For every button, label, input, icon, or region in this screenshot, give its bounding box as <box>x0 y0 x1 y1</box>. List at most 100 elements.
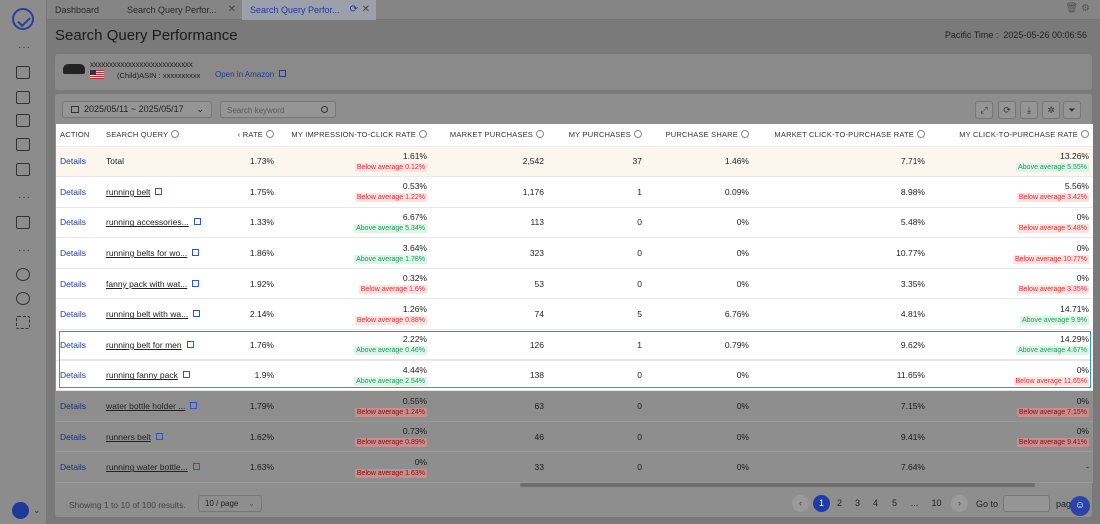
desktop-icon[interactable] <box>16 163 30 176</box>
external-link-icon[interactable] <box>182 371 190 379</box>
cell-market-ctp: 9.41% <box>753 421 929 453</box>
details-link[interactable]: Details <box>60 156 86 167</box>
settings-icon[interactable]: ⚙ <box>1081 3 1090 14</box>
details-link[interactable]: Details <box>60 370 86 381</box>
tab-search-query-2[interactable]: Search Query Perfor... ⟳ ✕ <box>242 0 376 20</box>
details-link[interactable]: Details <box>60 186 86 197</box>
download-button[interactable]: ⤓ <box>1020 101 1038 119</box>
page-5-button[interactable]: 5 <box>886 495 903 512</box>
monitor-chart-icon[interactable] <box>16 91 30 104</box>
help-icon[interactable] <box>419 130 427 139</box>
ctp-badge: Above average 4.67% <box>1016 346 1089 356</box>
goto-page-input[interactable] <box>1003 495 1050 512</box>
details-link[interactable]: Details <box>60 401 86 412</box>
close-icon[interactable]: ✕ <box>361 4 370 15</box>
search-query-link[interactable]: running fanny pack <box>106 370 178 381</box>
page-4-button[interactable]: 4 <box>867 495 884 512</box>
horizontal-scrollbar[interactable] <box>520 483 1035 487</box>
page-ellipsis[interactable]: ... <box>906 495 923 512</box>
help-icon[interactable] <box>536 130 544 139</box>
close-icon[interactable]: ✕ <box>227 4 236 15</box>
help-icon[interactable] <box>917 130 925 139</box>
external-link-icon[interactable] <box>155 187 163 195</box>
col-rate[interactable]: ‹ Rate <box>214 124 278 147</box>
refresh-button[interactable]: ⟳ <box>998 101 1016 119</box>
details-link[interactable]: Details <box>60 339 86 350</box>
page-10-button[interactable]: 10 <box>928 495 945 512</box>
details-link[interactable]: Details <box>60 462 86 473</box>
filter-button[interactable]: ⏷ <box>1063 101 1081 119</box>
search-input[interactable] <box>227 104 317 116</box>
external-link-icon[interactable] <box>192 249 200 257</box>
details-link[interactable]: Details <box>60 309 86 320</box>
help-icon[interactable] <box>634 130 642 139</box>
col-my-purchases[interactable]: My Purchases <box>548 124 646 147</box>
page-size-select[interactable]: 10 / page ⌄ <box>198 495 262 512</box>
refresh-icon[interactable]: ⟳ <box>349 4 358 15</box>
col-my-impression-to-click[interactable]: My Impression-to-Click Rate <box>278 124 431 147</box>
cell-market-purchases: 113 <box>431 207 548 239</box>
home-icon[interactable] <box>16 66 30 79</box>
col-search-query[interactable]: Search Query <box>102 124 214 147</box>
details-link[interactable]: Details <box>60 217 86 228</box>
details-link[interactable]: Details <box>60 431 86 442</box>
col-my-click-to-purchase[interactable]: My Click-to-Purchase Rate <box>929 124 1093 147</box>
search-query-link[interactable]: fanny pack with wat... <box>106 278 188 289</box>
search-query-link[interactable]: runners belt <box>106 431 151 442</box>
page-1-button[interactable]: 1 <box>813 495 830 512</box>
search-query-link[interactable]: running belt for men <box>106 339 182 350</box>
search-query-link[interactable]: water bottle holder ... <box>106 401 186 412</box>
header-label: My Click-to-Purchase Rate <box>959 130 1078 140</box>
col-purchase-share[interactable]: Purchase Share <box>646 124 753 147</box>
search-query-link[interactable]: running belts for wo... <box>106 248 188 259</box>
details-link[interactable]: Details <box>60 278 86 289</box>
open-in-amazon-link[interactable]: Open in Amazon <box>215 70 287 79</box>
help-chat-button[interactable]: ☺ <box>1070 496 1090 516</box>
external-link-icon[interactable] <box>190 402 198 410</box>
date-range-picker[interactable]: 2025/05/11 ~ 2025/05/17 ⌄ <box>62 101 212 118</box>
more-dots-icon[interactable]: ··· <box>18 42 31 53</box>
cell-query: running belt for men <box>102 329 214 361</box>
box-icon[interactable] <box>16 216 30 229</box>
external-link-icon[interactable] <box>192 463 200 471</box>
col-market-click-to-purchase[interactable]: Market Click-to-Purchase Rate <box>753 124 929 147</box>
external-link-icon[interactable] <box>192 279 200 287</box>
external-link-icon[interactable] <box>155 432 163 440</box>
cell-my-purchases: 0 <box>548 268 646 300</box>
search-query-link[interactable]: running water bottle... <box>106 462 188 473</box>
page-2-button[interactable]: 2 <box>831 495 848 512</box>
fullscreen-button[interactable]: ⤢ <box>975 101 993 119</box>
tab-search-query-1[interactable]: Search Query Perfor... ✕ <box>119 0 242 20</box>
search-query-link[interactable]: running belt with wa... <box>106 309 189 320</box>
app-logo-icon[interactable] <box>12 8 34 30</box>
trash-icon[interactable]: 🗑 <box>1065 3 1079 14</box>
next-page-button[interactable]: › <box>951 495 968 512</box>
more-dots-icon[interactable]: ··· <box>18 245 31 256</box>
inbox-icon[interactable] <box>16 114 30 127</box>
package-icon[interactable] <box>16 138 30 151</box>
search-query-link[interactable]: running belt <box>106 186 151 197</box>
search-query-link[interactable]: running accessories... <box>106 217 189 228</box>
col-action: Action <box>56 124 102 147</box>
external-link-icon[interactable] <box>186 340 194 348</box>
col-market-purchases[interactable]: Market Purchases <box>431 124 548 147</box>
page-3-button[interactable]: 3 <box>849 495 866 512</box>
external-link-icon[interactable] <box>193 310 201 318</box>
tab-dashboard[interactable]: Dashboard <box>47 0 119 20</box>
apps-grid-icon[interactable] <box>16 316 30 329</box>
details-link[interactable]: Details <box>60 248 86 259</box>
user-avatar[interactable] <box>12 502 29 519</box>
help-icon[interactable] <box>1081 130 1089 139</box>
prev-page-button[interactable]: ‹ <box>792 495 809 512</box>
help-icon[interactable] <box>741 130 749 139</box>
column-settings-button[interactable]: ✲ <box>1042 101 1060 119</box>
more-dots-icon[interactable]: ··· <box>18 192 31 203</box>
external-link-icon[interactable] <box>193 218 201 226</box>
help-icon[interactable] <box>266 130 274 139</box>
page-size-value: 10 / page <box>205 499 239 508</box>
search-icon[interactable] <box>321 106 328 113</box>
robot-icon[interactable] <box>16 268 30 281</box>
help-icon[interactable] <box>171 130 180 139</box>
puzzle-icon[interactable] <box>16 292 30 305</box>
chevron-down-icon[interactable]: ⌄ <box>33 505 41 515</box>
